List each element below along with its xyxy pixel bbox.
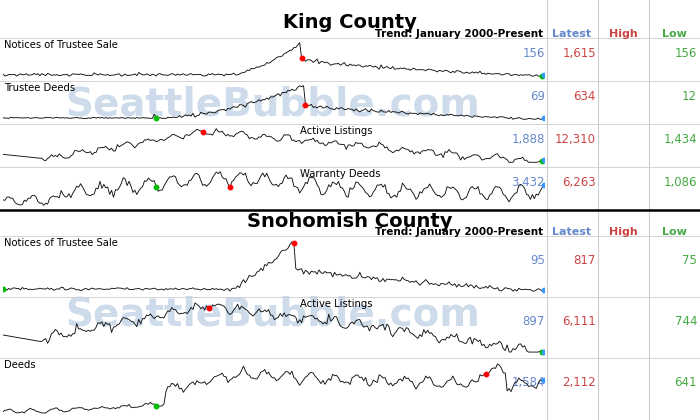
Text: 156: 156 [675,47,697,60]
Text: Warranty Deeds: Warranty Deeds [300,169,381,179]
Text: 634: 634 [573,90,596,103]
Text: High: High [608,29,638,39]
Text: Snohomish County: Snohomish County [247,212,453,231]
Text: 2,112: 2,112 [562,376,596,389]
Text: Active Listings: Active Listings [300,299,372,309]
Text: Latest: Latest [552,29,592,39]
Text: 6,111: 6,111 [562,315,596,328]
Text: Trustee Deeds: Trustee Deeds [4,83,75,93]
Text: 1,888: 1,888 [512,133,545,146]
Text: Trend: January 2000-Present: Trend: January 2000-Present [375,29,543,39]
Text: 1,086: 1,086 [664,176,697,189]
Text: 1,615: 1,615 [562,47,596,60]
Text: King County: King County [283,13,417,32]
Text: High: High [608,227,638,237]
Text: Latest: Latest [552,227,592,237]
Text: 817: 817 [573,254,596,267]
Text: SeattleBubble.com: SeattleBubble.com [66,296,480,334]
Text: Notices of Trustee Sale: Notices of Trustee Sale [4,40,118,50]
Text: Low: Low [662,227,687,237]
Text: Trend: January 2000-Present: Trend: January 2000-Present [375,227,543,237]
Text: 156: 156 [523,47,545,60]
Text: Deeds: Deeds [4,360,36,370]
Text: Active Listings: Active Listings [300,126,372,136]
Text: 1,434: 1,434 [664,133,697,146]
Text: 3,432: 3,432 [512,176,545,189]
Text: 69: 69 [530,90,545,103]
Text: 75: 75 [682,254,697,267]
Text: 641: 641 [675,376,697,389]
Text: 744: 744 [675,315,697,328]
Text: 95: 95 [530,254,545,267]
Text: 1,584: 1,584 [512,376,545,389]
Text: Low: Low [662,29,687,39]
Text: 12: 12 [682,90,697,103]
Text: Notices of Trustee Sale: Notices of Trustee Sale [4,238,118,248]
Text: 897: 897 [523,315,545,328]
Text: 6,263: 6,263 [562,176,596,189]
Text: SeattleBubble.com: SeattleBubble.com [66,86,480,124]
Text: 12,310: 12,310 [555,133,596,146]
